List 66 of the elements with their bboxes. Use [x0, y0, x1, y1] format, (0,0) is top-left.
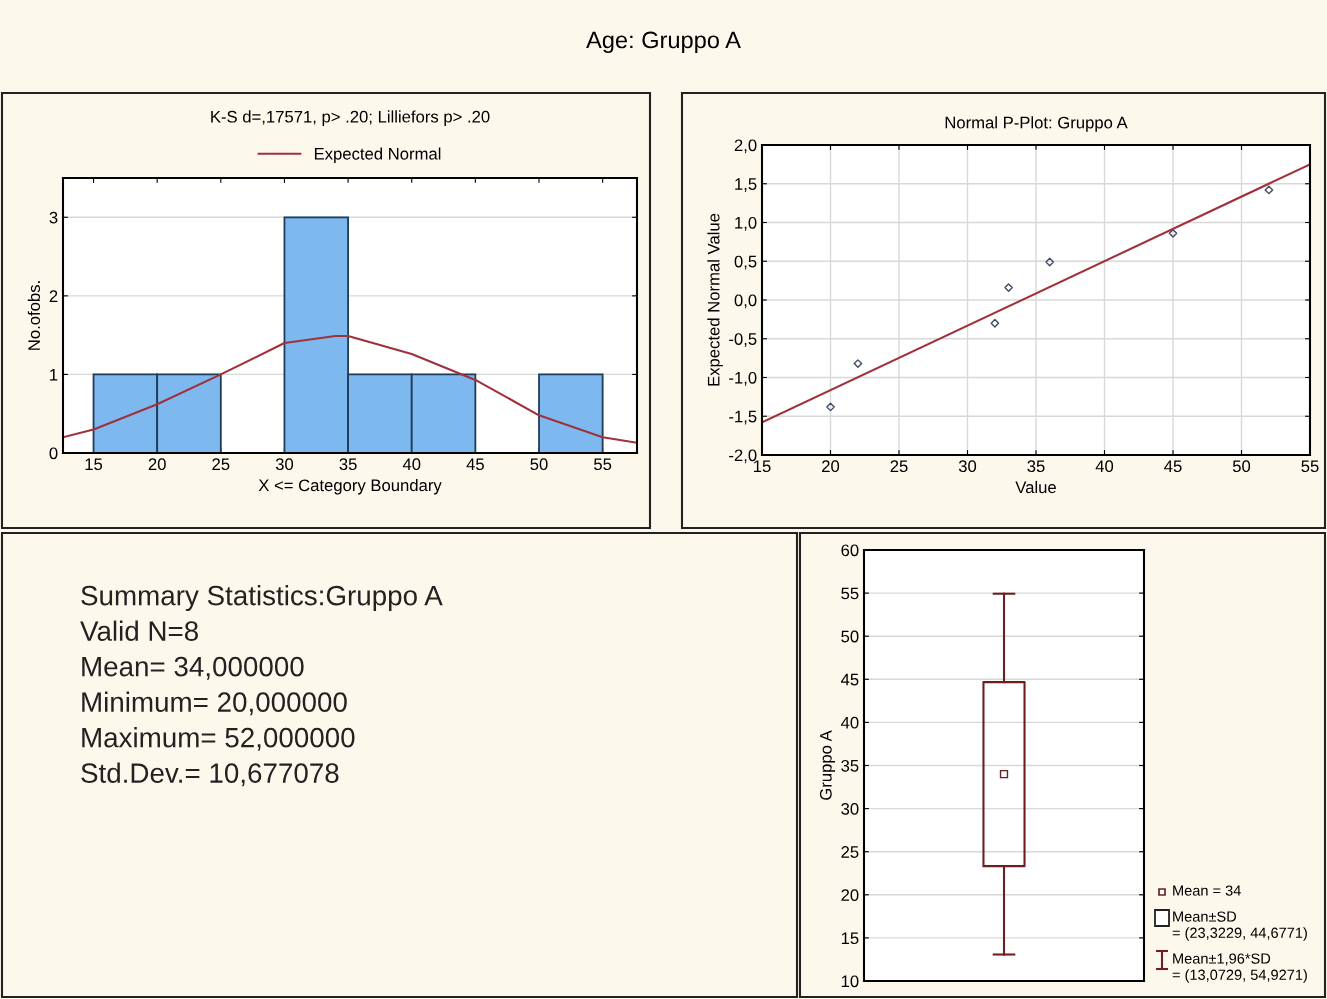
x-tick-label: 25 [212, 458, 230, 471]
text: Summary Statistics:Gruppo A [81, 585, 443, 611]
y-tick-label: 20 [841, 889, 859, 901]
x-tick-label: 20 [148, 458, 166, 471]
y-tick-label: 2,0 [734, 139, 757, 154]
chart-title: Normal P-Plot: Gruppo A [945, 116, 1128, 132]
y-tick-label: 0,0 [734, 294, 757, 309]
x-tick-label: 20 [822, 460, 840, 473]
y-tick-label: 50 [841, 630, 859, 643]
y-tick-label: 15 [841, 932, 859, 945]
x-tick-label: 45 [1164, 460, 1182, 473]
y-tick-label: 25 [841, 846, 859, 858]
x-tick-label: 40 [402, 458, 421, 471]
y-tick-label: 3 [49, 211, 58, 224]
point [1264, 185, 1274, 195]
text: Maximum= 52,000000 [82, 727, 355, 751]
x-tick-label: 50 [530, 458, 548, 471]
y-tick-label: -0,5 [729, 333, 757, 347]
x-tick-label: 55 [594, 458, 612, 471]
text: Mean±1,96*SD = (13,0729, 54,9271) [1172, 953, 1307, 983]
y-tick-label: 2 [49, 290, 58, 302]
x-tick-label: 45 [466, 458, 484, 471]
x-axis-title: Value [1015, 480, 1056, 494]
point [1004, 283, 1013, 292]
y-tick-label: 30 [841, 803, 859, 815]
y-axis-title: Gruppo A [819, 730, 836, 800]
chart-title: K-S d=,17571, p> .20; Lilliefors p> .20 [211, 110, 490, 126]
y-tick-label: -1,0 [729, 371, 757, 386]
y-tick-label: 10 [841, 975, 859, 988]
point [853, 359, 863, 368]
y-tick-label: 35 [841, 759, 859, 772]
text: Age: Gruppo A [586, 31, 741, 53]
point [826, 402, 835, 412]
y-tick-label: 1,5 [735, 178, 757, 192]
line-series [63, 334, 637, 444]
x-tick-label: 25 [890, 460, 908, 473]
text: Minimum= 20,000000 [82, 691, 347, 716]
y-tick-label: 0 [49, 447, 58, 460]
y-tick-label: 60 [841, 544, 859, 557]
y-tick-label: 1 [50, 369, 58, 381]
text: Valid N=8 [80, 620, 198, 641]
y-tick-label: 40 [840, 716, 859, 729]
x-axis-title: X <= Category Boundary [258, 478, 442, 495]
text: Mean= 34,000000 [82, 656, 304, 680]
y-tick-label: 0,5 [734, 255, 757, 270]
x-tick-label: 55 [1301, 460, 1319, 473]
y-axis-title: Expected Normal Value [707, 213, 723, 386]
y-tick-label: 45 [840, 673, 859, 686]
legend-label: Expected Normal [314, 147, 441, 163]
y-axis-title: No.ofobs. [27, 281, 41, 350]
x-tick-label: 50 [1232, 460, 1251, 473]
text: Std.Dev.= 10,677078 [81, 762, 339, 787]
x-tick-label: 30 [275, 458, 294, 471]
y-tick-label: 1,0 [735, 216, 757, 231]
x-tick-label: 15 [85, 458, 103, 471]
x-tick-label: 40 [1095, 460, 1114, 473]
y-tick-label: -1,5 [729, 410, 757, 425]
point [1168, 228, 1178, 238]
y-tick-label: 55 [841, 587, 859, 600]
x-tick-label: 35 [1027, 460, 1045, 473]
x-tick-label: 35 [339, 458, 357, 471]
point [1045, 257, 1055, 267]
text: Mean±SD = (23,3229, 44,6771) [1172, 911, 1307, 941]
text: Mean = 34 [1173, 885, 1241, 896]
x-tick-label: 30 [958, 460, 977, 473]
point [990, 318, 1000, 328]
